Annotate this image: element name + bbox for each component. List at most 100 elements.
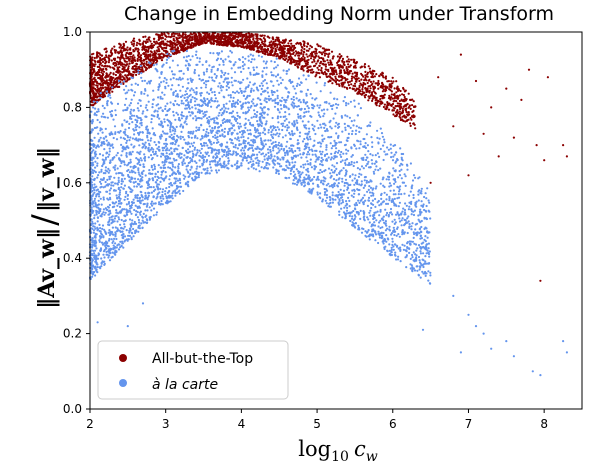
data-point [293,125,296,128]
data-point [396,104,399,107]
data-point [203,38,206,42]
data-point [354,74,357,78]
data-point [264,44,267,47]
data-point [139,54,143,57]
data-point [103,48,106,51]
data-point [404,97,407,100]
data-point [116,244,119,247]
data-point [312,58,315,61]
data-point [119,165,122,168]
data-point [186,42,189,45]
data-point [383,103,386,106]
data-point [380,132,384,135]
data-point [263,66,266,70]
data-point [386,211,389,215]
data-point [153,167,156,170]
data-point [157,107,160,110]
data-point [257,54,260,57]
data-point [379,73,382,76]
data-point [99,197,102,200]
data-point [309,44,312,47]
data-point [219,57,223,61]
data-point [323,52,327,55]
data-point [372,192,375,195]
data-point [108,153,111,156]
data-point [138,58,141,61]
outlier-point [467,174,470,177]
data-point [386,80,389,83]
data-point [216,135,219,138]
data-point [383,93,386,96]
data-point [378,214,381,217]
outlier-point [539,279,542,282]
data-point [244,102,247,105]
data-point [239,100,242,103]
data-point [108,150,111,153]
data-point [409,257,412,260]
data-point [256,42,259,45]
data-point [241,65,244,68]
data-point [399,118,402,122]
data-point [187,54,190,58]
data-point [133,56,136,59]
data-point [129,55,132,58]
data-point [138,126,141,129]
data-point [354,208,357,211]
data-point [335,121,338,124]
data-point [291,52,295,56]
data-point [92,90,95,93]
data-point [110,53,113,57]
data-point [174,194,177,197]
data-point [234,143,237,147]
data-point [96,271,99,274]
data-point [332,71,335,74]
data-point [125,63,128,66]
data-point [97,88,100,91]
data-point [277,38,280,41]
data-point [294,161,297,164]
data-point [174,43,177,46]
data-point [144,191,147,195]
data-point [147,47,150,50]
data-point [222,103,225,106]
data-point [285,72,288,75]
data-point [391,237,394,240]
data-point [256,120,259,123]
data-point [189,89,192,92]
data-point [381,135,384,138]
data-point [400,224,403,227]
data-point [233,105,236,108]
data-point [269,139,272,142]
data-point [386,202,390,205]
data-point [156,179,159,182]
data-point [101,131,104,134]
data-point [321,170,324,174]
data-point [174,128,177,131]
data-point [178,36,181,40]
data-point [213,119,216,122]
data-point [396,89,400,92]
data-point [325,48,328,51]
data-point [267,155,270,158]
data-point [272,42,275,46]
data-point [398,188,401,191]
outlier-point [429,181,432,184]
data-point [123,223,126,226]
data-point [99,77,102,81]
data-point [101,77,104,80]
data-point [347,63,350,66]
data-point [338,193,341,196]
data-point [286,140,289,143]
data-point [329,66,332,69]
data-point [98,171,101,174]
data-point [158,35,161,39]
data-point [397,112,400,115]
data-point [302,69,305,72]
data-point [116,69,119,72]
data-point [180,111,184,114]
data-point [194,115,197,118]
data-point [358,84,361,87]
data-point [348,86,351,89]
data-point [338,66,341,70]
data-point [101,154,105,157]
